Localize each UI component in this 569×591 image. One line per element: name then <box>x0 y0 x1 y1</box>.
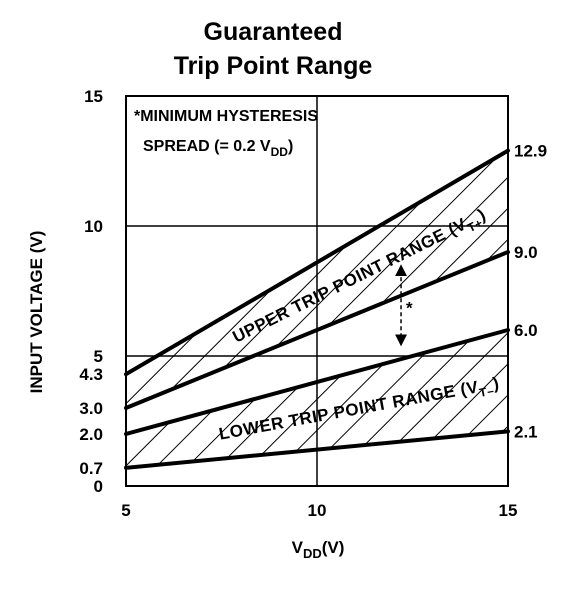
x-axis-label-unit: (V) <box>322 538 345 557</box>
series-line-4 <box>124 429 510 470</box>
y-tick-label: 15 <box>84 87 103 106</box>
y-tick-label: 4.3 <box>79 365 103 384</box>
series-line-1 <box>124 148 510 377</box>
y-tick-label: 3.0 <box>79 399 103 418</box>
chart-title-line2: Trip Point Range <box>174 52 373 80</box>
plot-frame <box>125 95 509 487</box>
annotation-line2: SPREAD (= 0.2 VDD) <box>143 138 293 159</box>
right-value-label: 9.0 <box>514 243 538 262</box>
hysteresis-star: * <box>406 298 413 317</box>
right-value-label: 12.9 <box>514 142 547 161</box>
gridlines <box>126 96 508 486</box>
y-tick-label: 2.0 <box>79 425 103 444</box>
right-value-label: 2.1 <box>514 422 538 441</box>
x-axis-label-sub: DD <box>303 546 322 561</box>
annotation-line2-sub: DD <box>271 145 289 159</box>
y-tick-label: 5 <box>94 347 103 366</box>
series-lines <box>124 148 510 470</box>
chart-title-line1: Guaranteed <box>204 18 343 46</box>
hysteresis-marker: * <box>395 264 413 347</box>
x-axis-label: VDD(V) <box>292 538 345 561</box>
region-label-sub: T– <box>478 383 495 399</box>
series-line-2 <box>124 250 510 410</box>
y-axis-label: INPUT VOLTAGE (V) <box>27 231 46 394</box>
y-tick-labels-right: 12.9 9.0 6.0 2.1 <box>514 142 547 442</box>
y-tick-label: 0.7 <box>79 459 103 478</box>
x-tick-label: 5 <box>121 501 130 520</box>
right-value-label: 6.0 <box>514 321 538 340</box>
y-tick-labels-left: 00.7 2.0 3.0 4.35 10 15 <box>79 87 103 496</box>
series-line-3 <box>124 328 510 436</box>
x-axis-label-v: V <box>292 538 304 557</box>
annotation-line1: *MINIMUM HYSTERESIS <box>134 108 318 125</box>
annotation-line2-close: ) <box>288 138 293 155</box>
region-label-sub: T+ <box>465 216 485 235</box>
region-label-close: ) <box>491 374 501 394</box>
x-tick-label: 10 <box>308 501 327 520</box>
y-tick-label: 10 <box>84 217 103 236</box>
y-tick-label: 0 <box>94 477 103 496</box>
annotation-line2-text: SPREAD (= 0.2 V <box>143 138 271 155</box>
x-tick-label: 15 <box>499 501 518 520</box>
x-tick-labels: 5 10 15 <box>121 501 517 520</box>
